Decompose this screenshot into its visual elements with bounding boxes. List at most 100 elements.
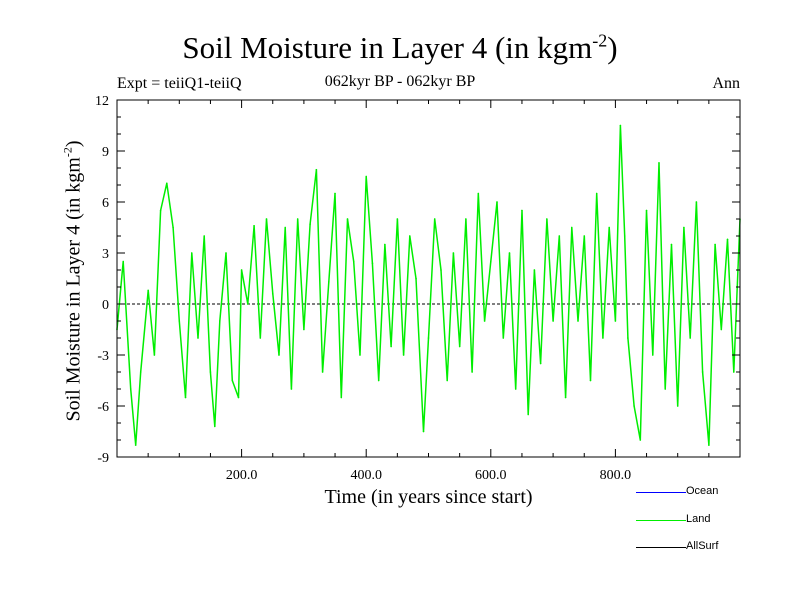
data-point-land [190,252,193,254]
chart-title: Soil Moisture in Layer 4 (in kgm-2) [0,30,800,66]
data-point-land [409,235,411,237]
data-point-land [726,238,729,241]
data-point-land [271,293,274,295]
data-point-land [589,379,592,382]
data-point-land [328,281,330,283]
data-point-land [278,354,280,356]
data-point-land [172,226,174,229]
data-point-land [237,396,240,399]
data-point-land [159,209,162,212]
data-point-land [147,289,149,292]
data-point-land [533,269,536,271]
data-point-land [352,260,355,263]
data-point-land [214,425,216,428]
data-point-land [627,337,629,339]
data-point-land [259,337,262,339]
data-point-land [433,218,436,220]
data-point-land [514,388,517,390]
data-point-land [296,218,299,220]
data-point-land [708,444,710,446]
data-point-land [595,192,598,195]
data-point-land [402,354,405,356]
data-point-land [539,362,542,365]
data-point-land [558,235,561,237]
data-point-land [265,218,268,220]
data-point-land [390,345,392,348]
data-point-land [521,209,523,212]
data-point-land [714,243,716,246]
data-point-land [689,337,691,339]
data-point-land [546,218,548,220]
legend-swatch-land [636,520,686,521]
data-point-land [496,201,498,203]
data-point-land [203,235,206,237]
data-point-land [218,320,221,322]
data-point-land [645,209,648,212]
data-point-land [683,226,685,229]
data-point-land [359,354,361,356]
data-point-land [427,337,430,339]
data-point-land [508,252,511,254]
tick-layer: -9 -6 -3 0 3 6 9 12 200.0 400.0 600.0 800.0 [95,94,740,483]
legend-swatch-ocean [636,492,686,493]
chart-title-superscript: -2 [592,30,608,51]
data-point-land [577,320,579,322]
data-point-land [695,201,698,203]
data-point-land [225,252,227,254]
data-point-land [178,320,181,322]
x-tick-label: 400.0 [350,468,382,483]
data-point-land [247,303,249,305]
x-tick-label: 200.0 [226,468,258,483]
data-point-land [552,320,554,322]
x-axis-label: Time (in years since start) [324,486,533,508]
data-point-land [240,269,243,271]
legend-label-land: Land [686,513,711,525]
data-point-land [608,226,610,229]
data-point-land [290,388,293,390]
data-point-land [209,371,212,373]
data-point-land [197,337,199,339]
data-point-land [284,226,287,229]
plot-frame [116,99,741,458]
data-point-land [483,320,486,322]
data-point-land [315,168,318,171]
y-tick-label: 0 [102,298,109,313]
chart-title-end: ) [607,30,618,65]
data-point-land [664,388,667,390]
y-tick-label: 6 [102,196,109,211]
y-tick-label: -6 [97,400,109,415]
y-tick-label: 9 [102,145,109,160]
legend-swatch-allsurf [636,547,686,548]
data-point-land [371,262,374,265]
data-point-land [422,430,425,433]
data-point-land [602,337,604,339]
data-point-land [377,379,380,382]
data-point-land [396,218,399,220]
y-tick-label: -3 [97,349,109,364]
data-point-land [153,354,156,356]
data-point-land [490,260,492,263]
data-point-land [502,337,505,339]
data-point-land [346,218,349,220]
data-point-land [321,371,324,373]
data-point-land [340,396,343,399]
y-tick-label: 3 [102,247,109,262]
chart-subtitle: 062kyr BP - 062kyr BP [324,73,476,90]
data-point-land [309,223,311,225]
x-tick-label: 600.0 [475,468,507,483]
series-layer [116,124,741,446]
data-point-land [334,192,336,195]
data-point-land [440,269,442,271]
data-point-land [129,388,132,390]
experiment-label: Expt = teiiQ1-teiiQ [117,75,242,92]
data-point-land [471,371,473,373]
data-point-land [527,413,529,416]
data-point-land [446,379,448,382]
data-point-land [184,396,187,399]
data-point-land [633,405,635,407]
data-point-land [465,218,467,220]
data-point-land [564,396,567,399]
data-point-land [134,444,137,446]
data-point-land [720,328,723,331]
